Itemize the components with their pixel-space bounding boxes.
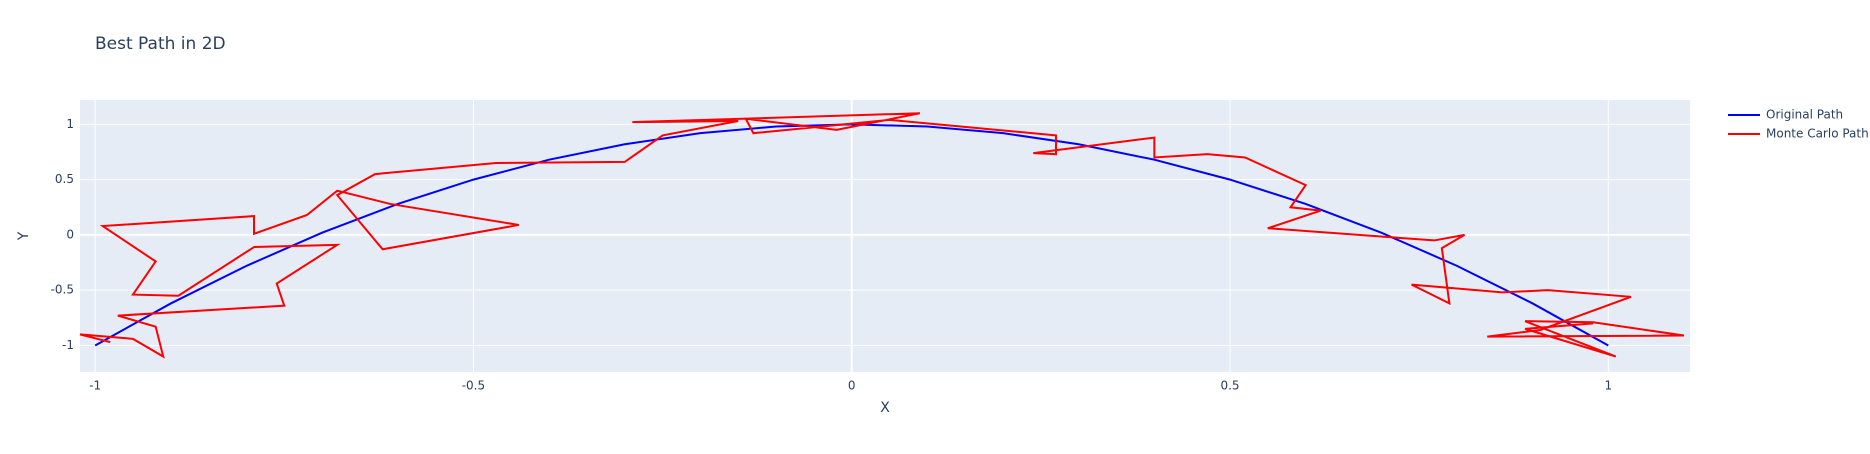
y-tick-label: -1 bbox=[62, 338, 74, 352]
legend-label: Original Path bbox=[1766, 108, 1843, 122]
x-tick-label: 1 bbox=[1604, 379, 1612, 393]
legend-label: Monte Carlo Path bbox=[1766, 127, 1869, 141]
data-line bbox=[79, 112, 1685, 359]
plot-area bbox=[80, 100, 1690, 372]
x-tick-label: 0.5 bbox=[1220, 379, 1239, 393]
y-axis-title: Y bbox=[16, 231, 32, 241]
chart-title: Best Path in 2D bbox=[95, 34, 226, 54]
x-axis-title: X bbox=[880, 400, 890, 416]
y-tick-label: -0.5 bbox=[51, 283, 74, 297]
x-tick-label: -0.5 bbox=[462, 379, 485, 393]
y-tick-label: 0.5 bbox=[55, 172, 74, 186]
x-tick-label: -1 bbox=[89, 379, 101, 393]
y-tick-label: 0 bbox=[66, 227, 74, 241]
y-tick-label: 1 bbox=[66, 117, 74, 131]
x-tick-label: 0 bbox=[848, 379, 856, 393]
